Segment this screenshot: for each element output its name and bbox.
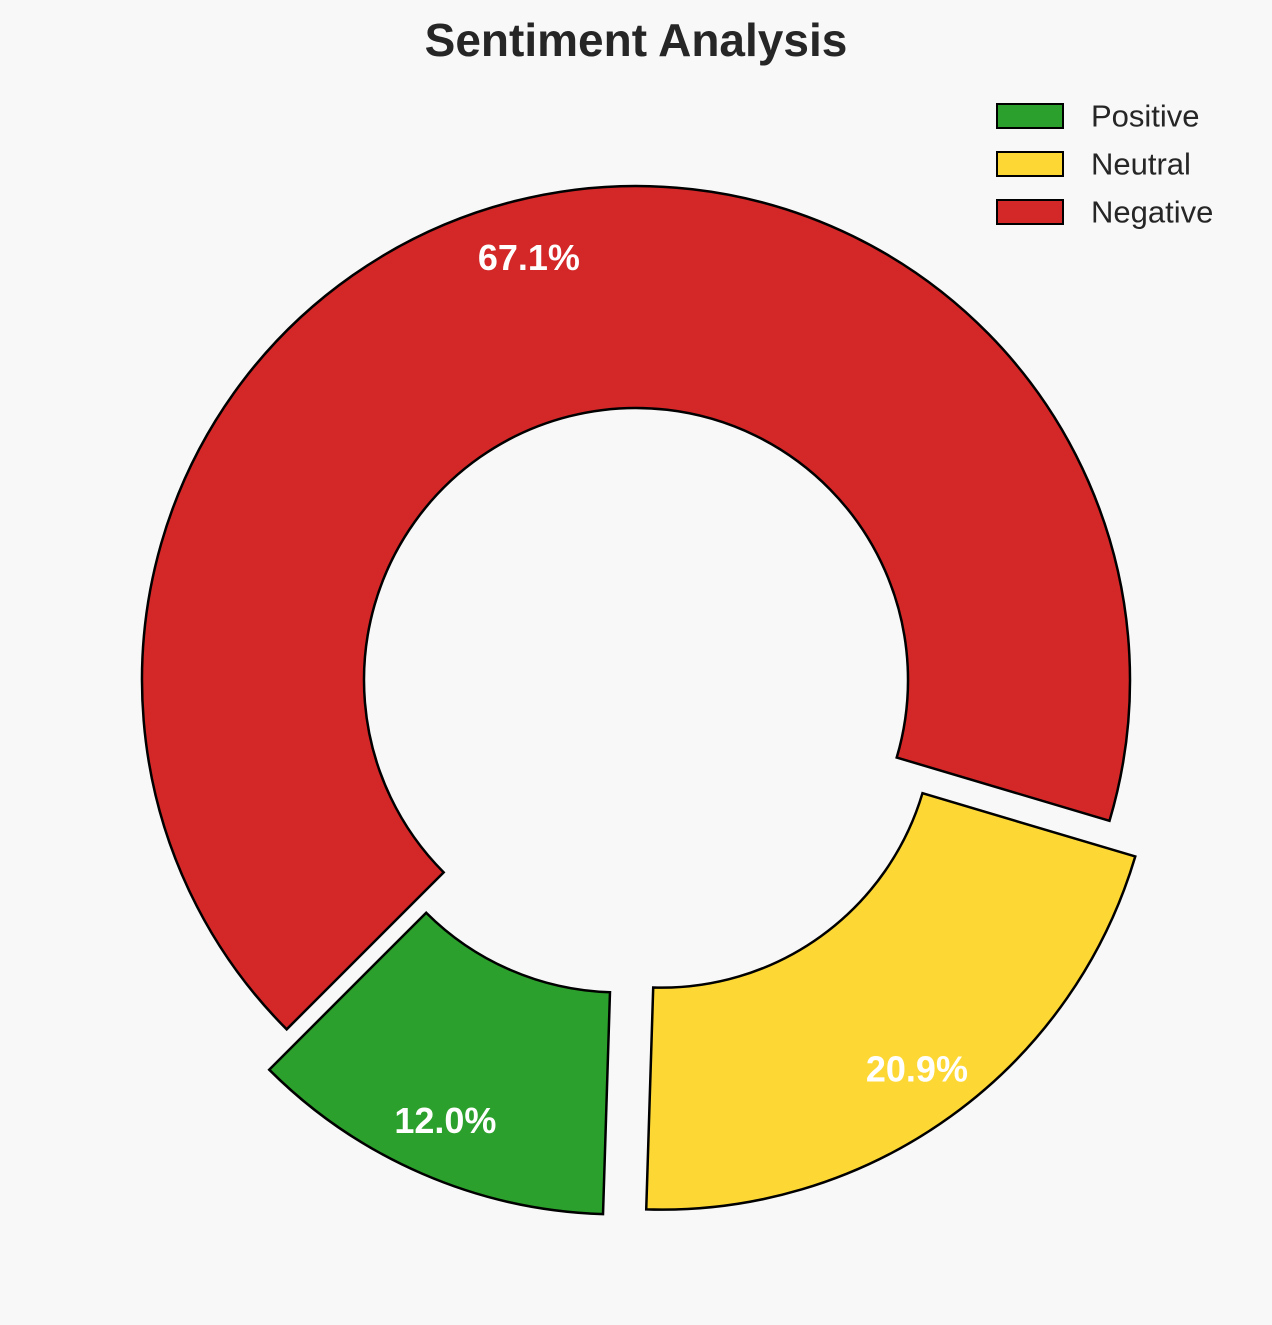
legend-label-positive: Positive	[1091, 99, 1200, 134]
legend-swatch-negative	[996, 199, 1064, 225]
slices-group	[140, 184, 1137, 1216]
slice-label-positive: 12.0%	[394, 1100, 496, 1141]
legend-label-negative: Negative	[1091, 195, 1213, 230]
legend-swatch-positive	[996, 103, 1064, 129]
chart-title: Sentiment Analysis	[425, 14, 848, 66]
slice-positive	[267, 910, 612, 1216]
legend-swatch-neutral	[996, 151, 1064, 177]
slice-label-neutral: 20.9%	[866, 1049, 968, 1090]
legend: Positive Neutral Negative	[996, 99, 1213, 230]
slice-neutral	[644, 791, 1137, 1211]
slice-labels-group: 12.0% 20.9% 67.1%	[394, 237, 968, 1141]
legend-label-neutral: Neutral	[1091, 147, 1191, 182]
slice-label-negative: 67.1%	[478, 237, 580, 278]
slice-negative	[140, 184, 1132, 1032]
